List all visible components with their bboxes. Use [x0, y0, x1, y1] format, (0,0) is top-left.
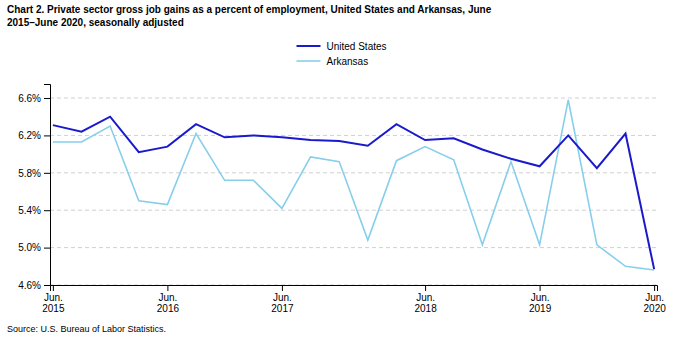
- grid-line: [50, 210, 657, 211]
- y-tick: 5.8%: [18, 168, 50, 179]
- grid-line: [50, 135, 657, 136]
- title: Chart 2. Private sector gross job gains …: [7, 4, 492, 28]
- tick-mark: [282, 285, 283, 291]
- tick-mark: [44, 135, 50, 136]
- x-tick: Jun.2016: [157, 285, 180, 314]
- tick-mark: [53, 285, 54, 291]
- x-tick: Jun.2020: [644, 285, 667, 314]
- axis-line: [44, 85, 51, 286]
- tick-label: Jun.2015: [42, 292, 65, 314]
- tick-mark: [44, 98, 50, 99]
- tick-mark: [44, 173, 50, 174]
- lines: [53, 100, 654, 270]
- legend-swatch: [297, 60, 321, 62]
- tick-mark: [540, 285, 541, 291]
- tick-label: Jun.2019: [529, 292, 552, 314]
- tick-label: 4.6%: [18, 280, 41, 291]
- tick-label: Jun.2017: [271, 292, 294, 314]
- tick-mark: [44, 210, 50, 211]
- y-tick: 6.2%: [18, 130, 50, 141]
- axis-line: [51, 286, 658, 292]
- tick-label: 5.8%: [18, 168, 41, 179]
- legend: United States Arkansas: [297, 41, 387, 67]
- x-axis: Jun.2015 Jun.2016 Jun.2017 Jun.2018 Jun.2019…: [42, 285, 666, 314]
- x-tick: Jun.2017: [271, 285, 294, 314]
- tick-mark: [425, 285, 426, 291]
- y-tick: 5.0%: [18, 242, 50, 253]
- grid-line: [50, 247, 657, 248]
- x-tick: Jun.2019: [529, 285, 552, 314]
- tick-mark: [167, 285, 168, 291]
- legend-item: Arkansas: [297, 56, 369, 67]
- legend-label: United States: [327, 41, 387, 52]
- tick-label: 5.4%: [18, 205, 41, 216]
- tick-label: 6.6%: [18, 93, 41, 104]
- legend-swatch: [297, 45, 321, 47]
- chart: Chart 2. Private sector gross job gains …: [0, 0, 673, 337]
- tick-label: Jun.2016: [157, 292, 180, 314]
- tick-label: Jun.2018: [414, 292, 437, 314]
- legend-label: Arkansas: [327, 56, 369, 67]
- y-tick: 6.6%: [18, 93, 50, 104]
- grid-line: [50, 172, 657, 173]
- series-line: [53, 117, 654, 269]
- x-tick: Jun.2018: [414, 285, 437, 314]
- tick-mark: [44, 248, 50, 249]
- tick-mark: [654, 285, 655, 291]
- tick-label: Jun.2020: [644, 292, 667, 314]
- annotation: Source: U.S. Bureau of Labor Statistics.: [7, 324, 166, 334]
- grid: [50, 98, 657, 285]
- y-axis: 4.6% 5.0% 5.4% 5.8% 6.2% 6.6%: [18, 85, 50, 291]
- plot: 4.6% 5.0% 5.4% 5.8% 6.2% 6.6% Jun.2015 Jun.2016…: [18, 85, 666, 315]
- grid-line: [50, 98, 657, 99]
- legend-item: United States: [297, 41, 387, 52]
- x-tick: Jun.2015: [42, 285, 65, 314]
- y-tick: 5.4%: [18, 205, 50, 216]
- tick-label: 6.2%: [18, 130, 41, 141]
- tick-label: 5.0%: [18, 242, 41, 253]
- y-tick: 4.6%: [18, 280, 50, 291]
- tick-mark: [44, 285, 50, 286]
- series-line: [53, 100, 654, 270]
